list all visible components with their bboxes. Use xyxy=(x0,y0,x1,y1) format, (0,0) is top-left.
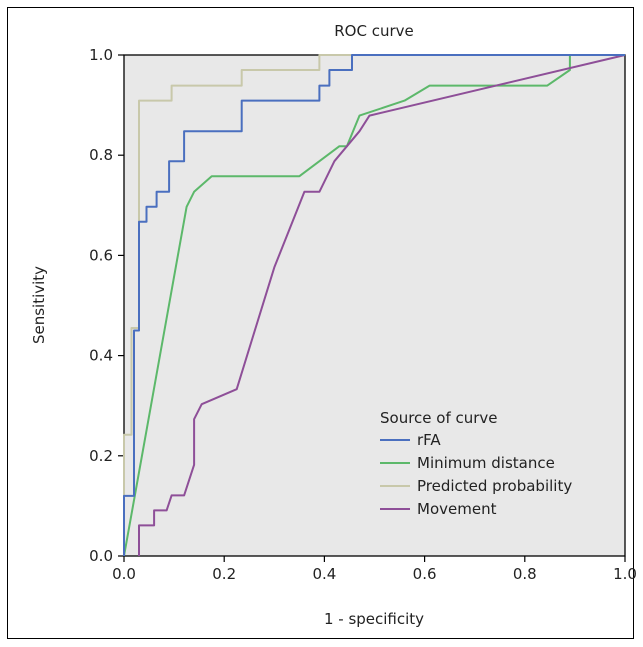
series-lines xyxy=(123,54,626,557)
x-tick-label: 0.2 xyxy=(212,565,236,583)
y-axis-label: Sensitivity xyxy=(30,266,48,344)
axis-ticks: 0.0 0.2 0.4 0.6 0.8 1.0 0.0 0.2 0.4 0.6 0.8 1.0 xyxy=(89,46,637,583)
plot-area xyxy=(123,54,626,557)
legend-item-label: Minimum distance xyxy=(417,454,555,472)
series-line-1 xyxy=(123,54,625,557)
x-tick-label: 0.4 xyxy=(312,565,336,583)
y-tick-label: 0.8 xyxy=(89,146,113,164)
legend: Source of curve rFA Minimum distance Predi… xyxy=(380,409,572,518)
legend-item-label: rFA xyxy=(417,431,441,449)
y-tick-label: 0.4 xyxy=(89,347,113,365)
series-line-3 xyxy=(138,54,626,556)
y-tick-label: 1.0 xyxy=(89,46,113,64)
y-tick-label: 0.0 xyxy=(89,547,113,565)
legend-title: Source of curve xyxy=(380,409,498,427)
x-tick-label: 0.0 xyxy=(112,565,136,583)
x-tick-label: 0.8 xyxy=(513,565,537,583)
series-line-2 xyxy=(123,54,625,556)
x-axis-label: 1 - specificity xyxy=(324,610,424,628)
legend-item-label: Predicted probability xyxy=(417,477,572,495)
chart-title: ROC curve xyxy=(334,22,414,40)
legend-item-label: Movement xyxy=(417,500,497,518)
y-tick-label: 0.6 xyxy=(89,246,113,264)
series-line-0 xyxy=(123,54,625,556)
x-tick-label: 0.6 xyxy=(413,565,437,583)
x-tick-label: 1.0 xyxy=(613,565,637,583)
y-tick-label: 0.2 xyxy=(89,447,113,465)
